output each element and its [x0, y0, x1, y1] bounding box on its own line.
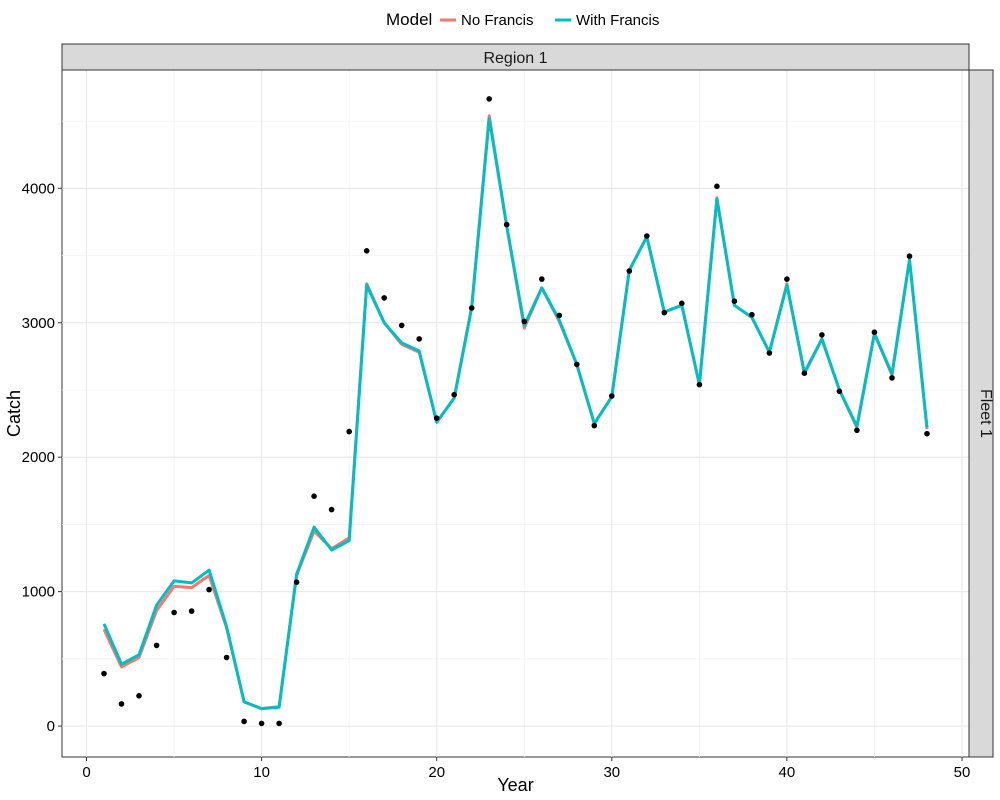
observed-point — [433, 415, 440, 422]
observed-point — [766, 350, 773, 356]
observed-point — [644, 233, 650, 239]
observed-point — [311, 493, 317, 500]
observed-point — [836, 388, 843, 395]
observed-point — [924, 430, 930, 437]
observed-point — [293, 579, 300, 585]
strip-right-label: Fleet 1 — [977, 389, 994, 438]
observed-point — [223, 654, 230, 661]
legend-label: No Francis — [461, 12, 534, 29]
observed-point — [591, 422, 598, 429]
observed-point — [468, 305, 475, 311]
observed-point — [539, 276, 545, 282]
observed-point — [609, 393, 615, 399]
legend: Model No Francis With Francis — [386, 10, 659, 29]
observed-point — [171, 609, 177, 616]
x-tick-label: 50 — [954, 764, 971, 781]
y-tick-label: 4000 — [22, 180, 55, 197]
observed-point — [276, 720, 282, 727]
observed-point — [153, 642, 160, 649]
observed-point — [398, 322, 405, 329]
observed-point — [749, 311, 755, 318]
observed-point — [486, 96, 493, 102]
observed-point — [574, 361, 580, 368]
observed-point — [731, 298, 738, 305]
x-tick-label: 30 — [603, 764, 620, 781]
observed-point — [118, 701, 125, 707]
observed-point — [714, 183, 720, 190]
observed-point — [679, 300, 685, 307]
y-tick-label: 3000 — [22, 315, 55, 332]
y-tick-label: 1000 — [22, 584, 55, 601]
observed-point — [381, 295, 388, 301]
observed-point — [346, 428, 353, 435]
y-tick-label: 2000 — [22, 449, 55, 466]
minor-gridlines — [62, 70, 969, 757]
observed-point — [241, 718, 247, 725]
series-line-with-francis — [102, 116, 929, 711]
legend-label: With Francis — [576, 12, 659, 29]
x-axis: 0 10 20 30 40 50 — [82, 757, 970, 781]
observed-point — [101, 670, 107, 677]
plot-panel — [61, 69, 970, 758]
observed-point — [363, 248, 370, 254]
observed-point — [328, 506, 335, 513]
observed-point — [258, 720, 265, 727]
observed-point — [696, 381, 703, 388]
y-axis-title: Catch — [4, 390, 24, 437]
x-tick-label: 40 — [779, 764, 796, 781]
observed-point — [819, 332, 825, 338]
strip-right: Fleet 1 — [968, 69, 994, 758]
x-axis-title: Year — [497, 775, 533, 795]
x-tick-label: 0 — [82, 764, 90, 781]
observed-point — [188, 608, 195, 614]
observed-point — [626, 268, 633, 274]
strip-top: Region 1 — [61, 43, 970, 71]
observed-point — [906, 253, 913, 259]
observed-point — [136, 693, 142, 699]
observed-point — [451, 391, 458, 398]
observed-point — [889, 375, 895, 381]
observed-point — [416, 336, 423, 342]
observed-point — [521, 318, 528, 325]
major-gridlines — [62, 70, 969, 757]
observed-point — [784, 276, 790, 282]
observed-point — [854, 427, 860, 434]
observed-points — [101, 96, 930, 727]
legend-title: Model — [386, 10, 432, 29]
observed-point — [206, 586, 212, 593]
strip-top-label: Region 1 — [483, 50, 547, 67]
observed-point — [801, 370, 808, 377]
observed-point — [503, 221, 510, 228]
observed-point — [871, 329, 878, 336]
observed-point — [556, 312, 563, 319]
y-tick-label: 0 — [47, 718, 55, 735]
x-tick-label: 20 — [428, 764, 445, 781]
x-tick-label: 10 — [253, 764, 270, 781]
observed-point — [661, 309, 668, 316]
y-axis: 0 1000 2000 3000 4000 — [22, 180, 62, 735]
series-lines — [102, 114, 929, 711]
